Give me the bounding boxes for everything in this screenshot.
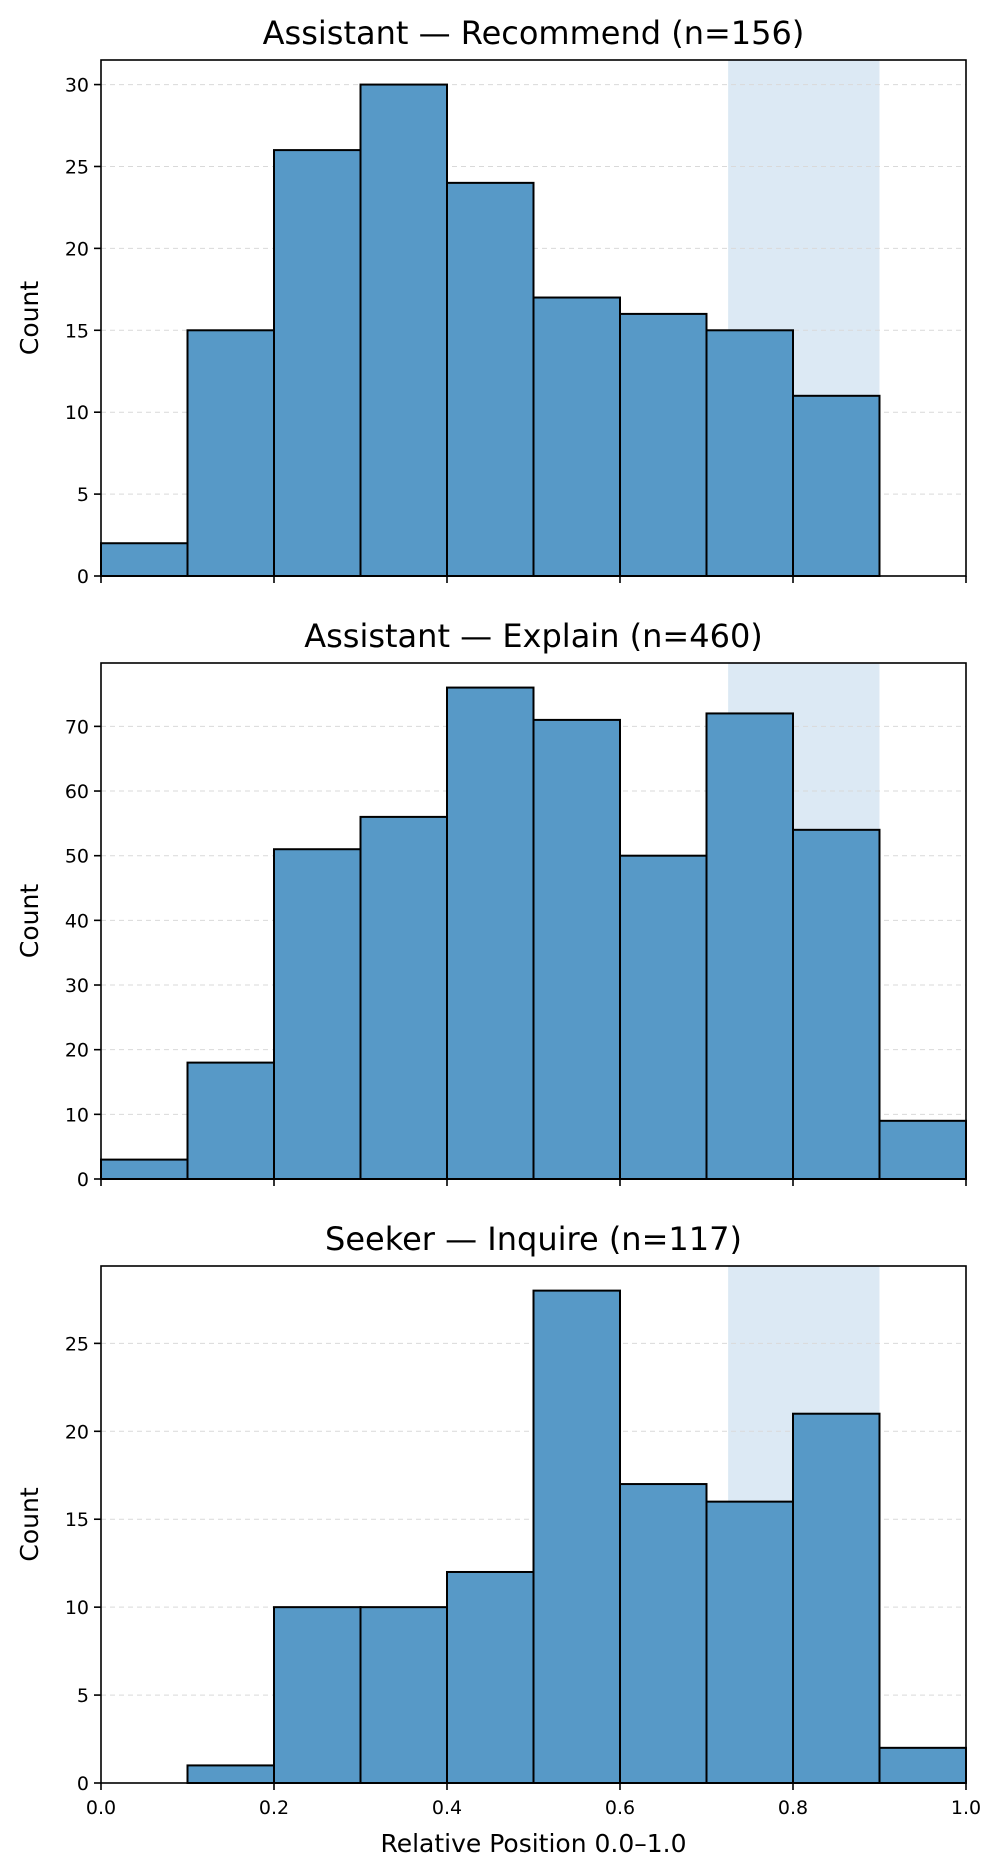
bar <box>619 854 708 1180</box>
bar <box>359 815 448 1180</box>
bar <box>705 329 794 577</box>
plot-frame <box>100 59 967 577</box>
bar <box>705 712 794 1180</box>
bar <box>705 1500 794 1784</box>
bar <box>792 828 881 1181</box>
bar <box>792 1412 881 1784</box>
y-tick-label: 30 <box>65 975 89 997</box>
chart-title: Assistant — Recommend (n=156) <box>263 14 805 52</box>
y-tick-label: 25 <box>65 1333 89 1355</box>
y-tick-label: 5 <box>77 484 89 506</box>
bar <box>359 83 448 577</box>
bar <box>273 848 362 1181</box>
y-axis-label: Count <box>15 281 44 355</box>
y-tick-label: 30 <box>65 75 89 97</box>
y-axis-label: Count <box>15 1487 44 1561</box>
y-tick-label: 20 <box>65 1421 89 1443</box>
bar <box>186 329 275 577</box>
y-tick-label: 20 <box>65 1040 89 1062</box>
y-tick-label: 0 <box>77 1169 89 1191</box>
x-tick-label: 0.8 <box>778 1797 808 1819</box>
bar <box>359 1606 448 1784</box>
bar <box>273 149 362 577</box>
bar <box>186 1061 275 1180</box>
y-tick-label: 5 <box>77 1685 89 1707</box>
chart-title: Seeker — Inquire (n=117) <box>325 1220 742 1258</box>
y-tick-label: 70 <box>65 716 89 738</box>
y-axis-label: Count <box>15 884 44 958</box>
y-tick-label: 10 <box>65 1597 89 1619</box>
y-tick-label: 0 <box>77 1773 89 1795</box>
x-axis-label: Relative Position 0.0–1.0 <box>380 1829 686 1858</box>
bar <box>446 1570 535 1785</box>
chart-panel-1: 0 5 10 15 20 25 30 Assistant — Recommend (n=156… <box>15 14 967 588</box>
bar <box>532 1289 621 1784</box>
y-tick-label: 15 <box>65 1509 89 1531</box>
bar <box>532 718 621 1181</box>
y-tick-label: 15 <box>65 320 89 342</box>
y-tick-label: 60 <box>65 781 89 803</box>
bar <box>619 312 708 577</box>
chart-panel-3: 0 5 10 15 20 25 0.0 0.2 0.4 0.6 0.8 1.0 Seeker — Inq… <box>15 1220 981 1858</box>
plot-frame <box>100 1265 967 1784</box>
x-tick-label: 0.4 <box>432 1797 462 1819</box>
x-tick-label: 1.0 <box>951 1797 981 1819</box>
bar <box>878 1746 967 1785</box>
bar <box>100 1158 189 1181</box>
y-tick-label: 0 <box>77 566 89 588</box>
x-tick-label: 0.6 <box>605 1797 635 1819</box>
bar <box>273 1606 362 1784</box>
bar <box>446 181 535 577</box>
y-tick-label: 25 <box>65 156 89 178</box>
bar <box>446 686 535 1180</box>
bar <box>878 1119 967 1181</box>
bar <box>186 1764 275 1784</box>
bar <box>100 542 189 578</box>
y-tick-label: 50 <box>65 846 89 868</box>
bar <box>532 296 621 577</box>
y-tick-label: 20 <box>65 238 89 260</box>
x-tick-label: 0.2 <box>259 1797 289 1819</box>
y-tick-label: 10 <box>65 1104 89 1126</box>
chart-title: Assistant — Explain (n=460) <box>304 617 763 655</box>
x-tick-label: 0.0 <box>86 1797 116 1819</box>
chart-panel-2: 0 10 20 30 40 50 60 70 Assistant — Explain (n=46… <box>15 617 967 1191</box>
y-tick-label: 10 <box>65 402 89 424</box>
y-tick-label: 40 <box>65 910 89 932</box>
bar <box>619 1483 708 1785</box>
bar <box>792 394 881 577</box>
